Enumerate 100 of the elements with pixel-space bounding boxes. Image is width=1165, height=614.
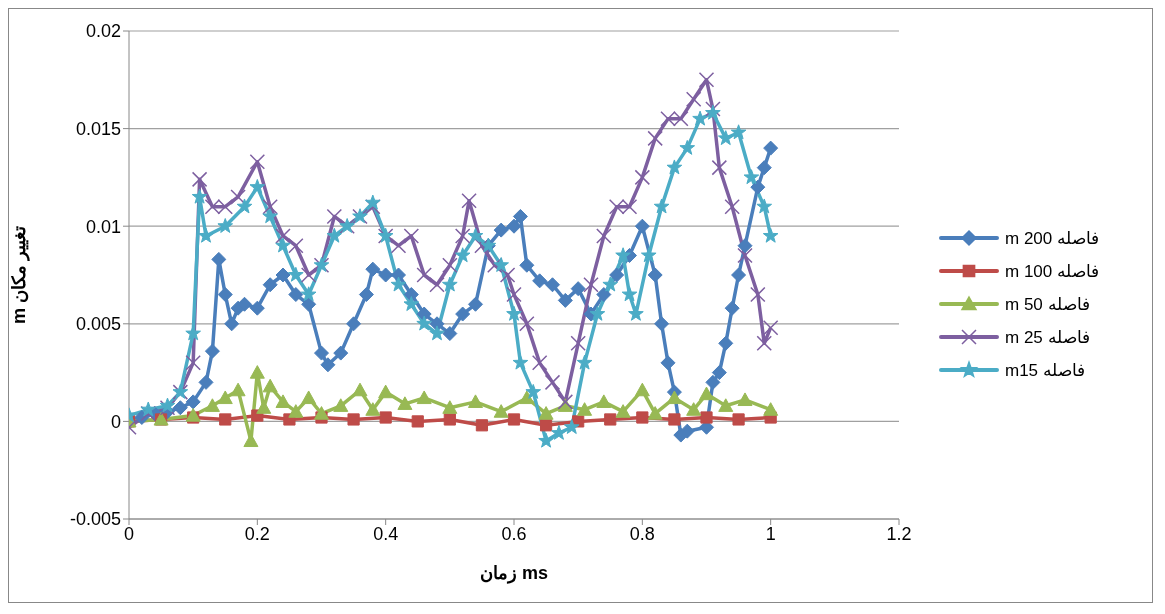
point — [249, 365, 265, 379]
point — [411, 415, 424, 428]
point — [525, 383, 542, 399]
y-axis-title: m تغییر مکان — [9, 225, 31, 325]
x-tick-label: 1 — [765, 523, 776, 544]
point — [615, 247, 631, 263]
y-tick-label: -0.005 — [69, 509, 121, 530]
point — [403, 296, 420, 312]
point — [217, 390, 233, 405]
point — [519, 390, 535, 405]
point — [468, 394, 483, 408]
point — [698, 72, 715, 88]
point — [551, 424, 567, 440]
legend-label: m 50 فاصله — [1005, 293, 1090, 315]
point — [191, 188, 208, 204]
point — [718, 398, 734, 412]
point — [140, 401, 157, 417]
point — [288, 237, 304, 254]
y-tick-label: 0.005 — [75, 314, 121, 335]
point — [563, 419, 580, 434]
point — [454, 228, 471, 244]
x-tick-label: 0.4 — [373, 523, 399, 544]
point — [493, 257, 509, 272]
point — [666, 159, 683, 175]
point — [365, 402, 381, 416]
point — [730, 124, 747, 140]
point — [763, 402, 779, 416]
point — [262, 198, 278, 215]
point — [531, 355, 548, 371]
point — [288, 404, 304, 418]
point — [507, 413, 521, 426]
x-tick-label: 0.6 — [501, 523, 527, 544]
legend-label: m 200 فاصله — [1005, 227, 1099, 249]
point — [711, 159, 728, 176]
point — [429, 325, 445, 341]
point — [204, 398, 220, 412]
point — [640, 247, 657, 263]
point — [461, 193, 477, 209]
point — [679, 139, 696, 155]
point — [576, 354, 593, 370]
point — [275, 394, 291, 408]
point — [762, 227, 779, 243]
point — [262, 208, 278, 224]
point — [301, 390, 317, 405]
point — [185, 355, 201, 371]
point — [443, 413, 456, 426]
point — [230, 382, 246, 397]
point — [326, 208, 343, 225]
x-tick-label: 0.2 — [244, 523, 270, 544]
point — [647, 130, 663, 147]
point — [416, 390, 432, 405]
point — [653, 198, 670, 214]
point — [634, 382, 650, 397]
point — [467, 227, 484, 243]
point — [692, 110, 708, 126]
point — [628, 305, 644, 321]
point — [249, 178, 266, 194]
point — [352, 382, 368, 397]
point — [275, 237, 291, 253]
point — [557, 394, 574, 410]
point — [699, 386, 714, 401]
x-tick-label: 0 — [123, 523, 135, 544]
point — [519, 316, 535, 332]
y-tick-label: 0.01 — [85, 216, 121, 237]
point — [743, 169, 760, 185]
point — [390, 237, 407, 254]
point — [365, 198, 381, 215]
point — [732, 413, 745, 426]
point — [378, 384, 394, 399]
point — [668, 413, 681, 426]
point — [596, 228, 612, 244]
x-tick-label: 1.2 — [886, 523, 912, 544]
point — [397, 396, 413, 410]
point — [539, 419, 553, 432]
y-tick-label: 0.015 — [75, 118, 121, 139]
point — [512, 354, 529, 370]
point — [499, 267, 516, 283]
point — [390, 276, 407, 292]
x-tick-label: 0.8 — [629, 523, 655, 544]
point — [717, 130, 734, 146]
point — [544, 374, 561, 391]
point — [326, 227, 343, 243]
point — [217, 218, 234, 233]
point — [314, 406, 329, 420]
point — [538, 432, 554, 448]
point — [756, 335, 772, 352]
point — [538, 406, 554, 420]
point — [474, 237, 490, 254]
point — [288, 266, 304, 282]
point — [577, 402, 593, 416]
point — [416, 267, 432, 283]
point — [333, 398, 349, 412]
point — [347, 413, 360, 426]
point — [604, 413, 617, 426]
point — [756, 198, 773, 214]
point — [191, 171, 208, 188]
point — [700, 411, 713, 424]
x-axis-title: زمان ms — [479, 563, 549, 584]
point — [442, 276, 458, 292]
point — [647, 406, 663, 420]
